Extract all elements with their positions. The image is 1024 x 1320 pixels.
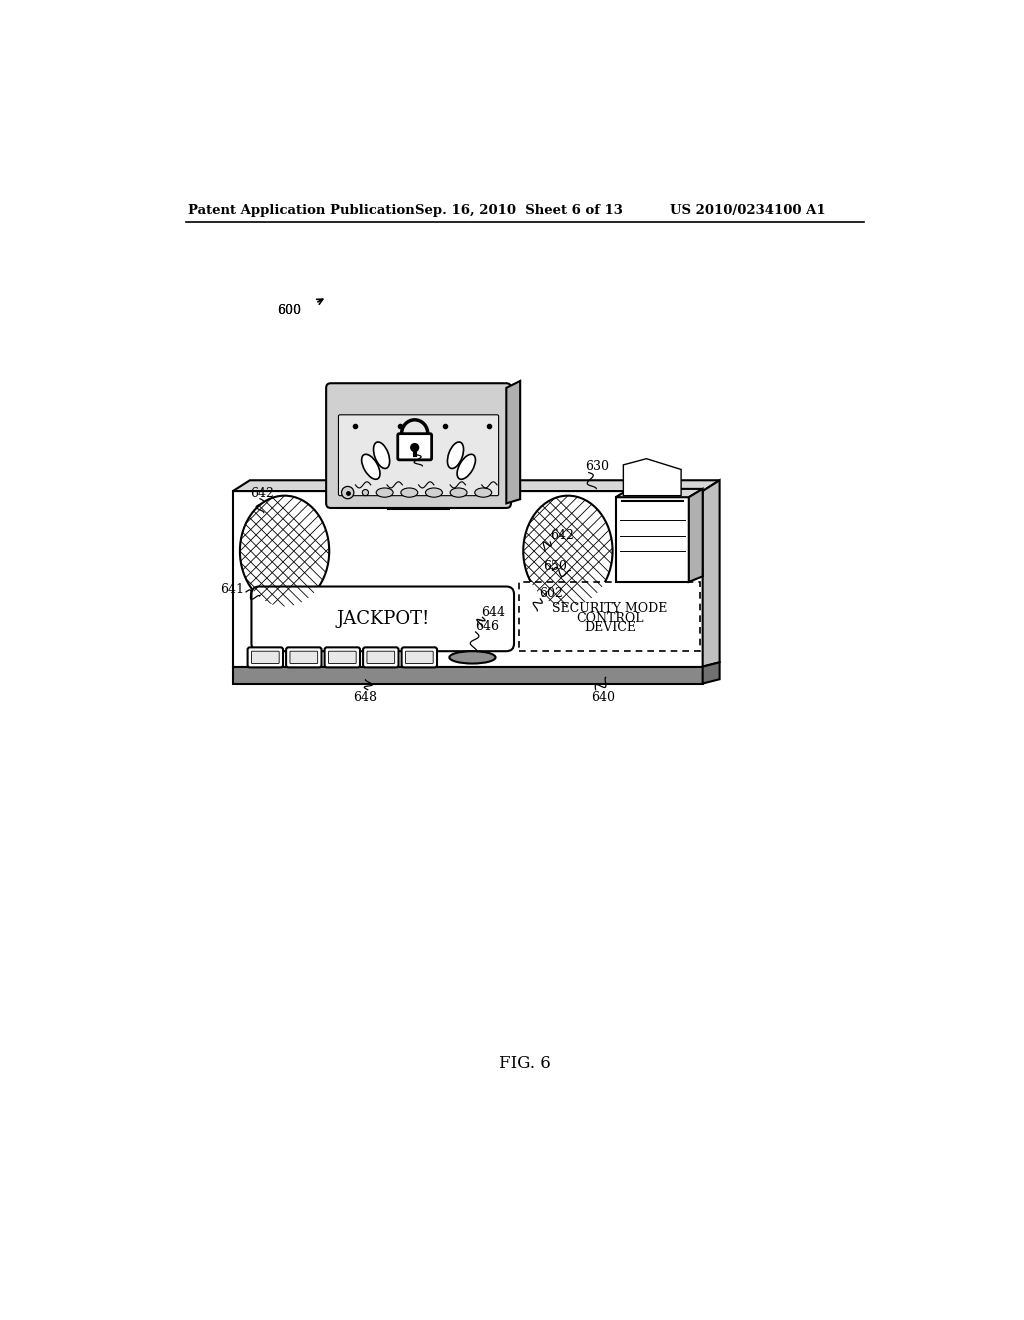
Ellipse shape	[451, 488, 467, 498]
FancyBboxPatch shape	[290, 651, 317, 664]
Ellipse shape	[447, 442, 464, 469]
Text: DEVICE: DEVICE	[584, 620, 636, 634]
Ellipse shape	[400, 488, 418, 498]
Text: 642: 642	[250, 487, 273, 500]
Ellipse shape	[475, 488, 492, 498]
Text: 640: 640	[591, 690, 615, 704]
Polygon shape	[624, 459, 681, 496]
Text: JACKPOT!: JACKPOT!	[336, 610, 429, 628]
Polygon shape	[233, 480, 720, 491]
Ellipse shape	[240, 496, 330, 607]
Text: 606: 606	[411, 445, 435, 458]
Polygon shape	[233, 667, 702, 684]
Ellipse shape	[361, 454, 380, 479]
Text: 630: 630	[585, 459, 609, 473]
FancyBboxPatch shape	[364, 647, 398, 668]
FancyBboxPatch shape	[248, 647, 283, 668]
Text: FIG. 6: FIG. 6	[499, 1055, 551, 1072]
Bar	[388, 502, 450, 508]
FancyBboxPatch shape	[326, 383, 511, 508]
FancyBboxPatch shape	[339, 414, 499, 496]
Text: Sep. 16, 2010  Sheet 6 of 13: Sep. 16, 2010 Sheet 6 of 13	[416, 205, 624, 218]
Ellipse shape	[374, 442, 390, 469]
Text: 600: 600	[276, 305, 301, 317]
Text: Patent Application Publication: Patent Application Publication	[188, 205, 415, 218]
Text: 602: 602	[539, 587, 562, 601]
FancyBboxPatch shape	[252, 586, 514, 651]
Circle shape	[342, 487, 354, 499]
Polygon shape	[702, 663, 720, 684]
Ellipse shape	[450, 651, 496, 664]
Polygon shape	[615, 488, 702, 498]
Ellipse shape	[457, 454, 475, 479]
Circle shape	[410, 444, 419, 453]
Polygon shape	[689, 488, 702, 582]
Text: 648: 648	[353, 690, 378, 704]
Text: 600: 600	[276, 305, 301, 317]
Polygon shape	[233, 491, 702, 667]
Ellipse shape	[425, 488, 442, 498]
Text: SECURITY MODE: SECURITY MODE	[552, 602, 668, 615]
FancyBboxPatch shape	[325, 647, 360, 668]
Polygon shape	[506, 381, 520, 503]
FancyBboxPatch shape	[252, 651, 280, 664]
Text: US 2010/0234100 A1: US 2010/0234100 A1	[670, 205, 825, 218]
Text: 642: 642	[550, 529, 574, 543]
Text: 650: 650	[544, 560, 567, 573]
Text: 612: 612	[337, 459, 360, 473]
Text: 646: 646	[475, 620, 500, 634]
FancyBboxPatch shape	[406, 651, 433, 664]
Text: CONTROL: CONTROL	[577, 611, 644, 624]
FancyBboxPatch shape	[397, 434, 432, 459]
Text: 641: 641	[220, 583, 245, 597]
Polygon shape	[702, 480, 720, 667]
Ellipse shape	[376, 488, 393, 498]
FancyBboxPatch shape	[401, 647, 437, 668]
Circle shape	[362, 490, 369, 496]
Ellipse shape	[523, 496, 612, 607]
Bar	[519, 582, 700, 651]
FancyBboxPatch shape	[286, 647, 322, 668]
FancyBboxPatch shape	[367, 651, 394, 664]
FancyBboxPatch shape	[329, 651, 356, 664]
Text: 644: 644	[481, 606, 505, 619]
Bar	[615, 498, 689, 582]
